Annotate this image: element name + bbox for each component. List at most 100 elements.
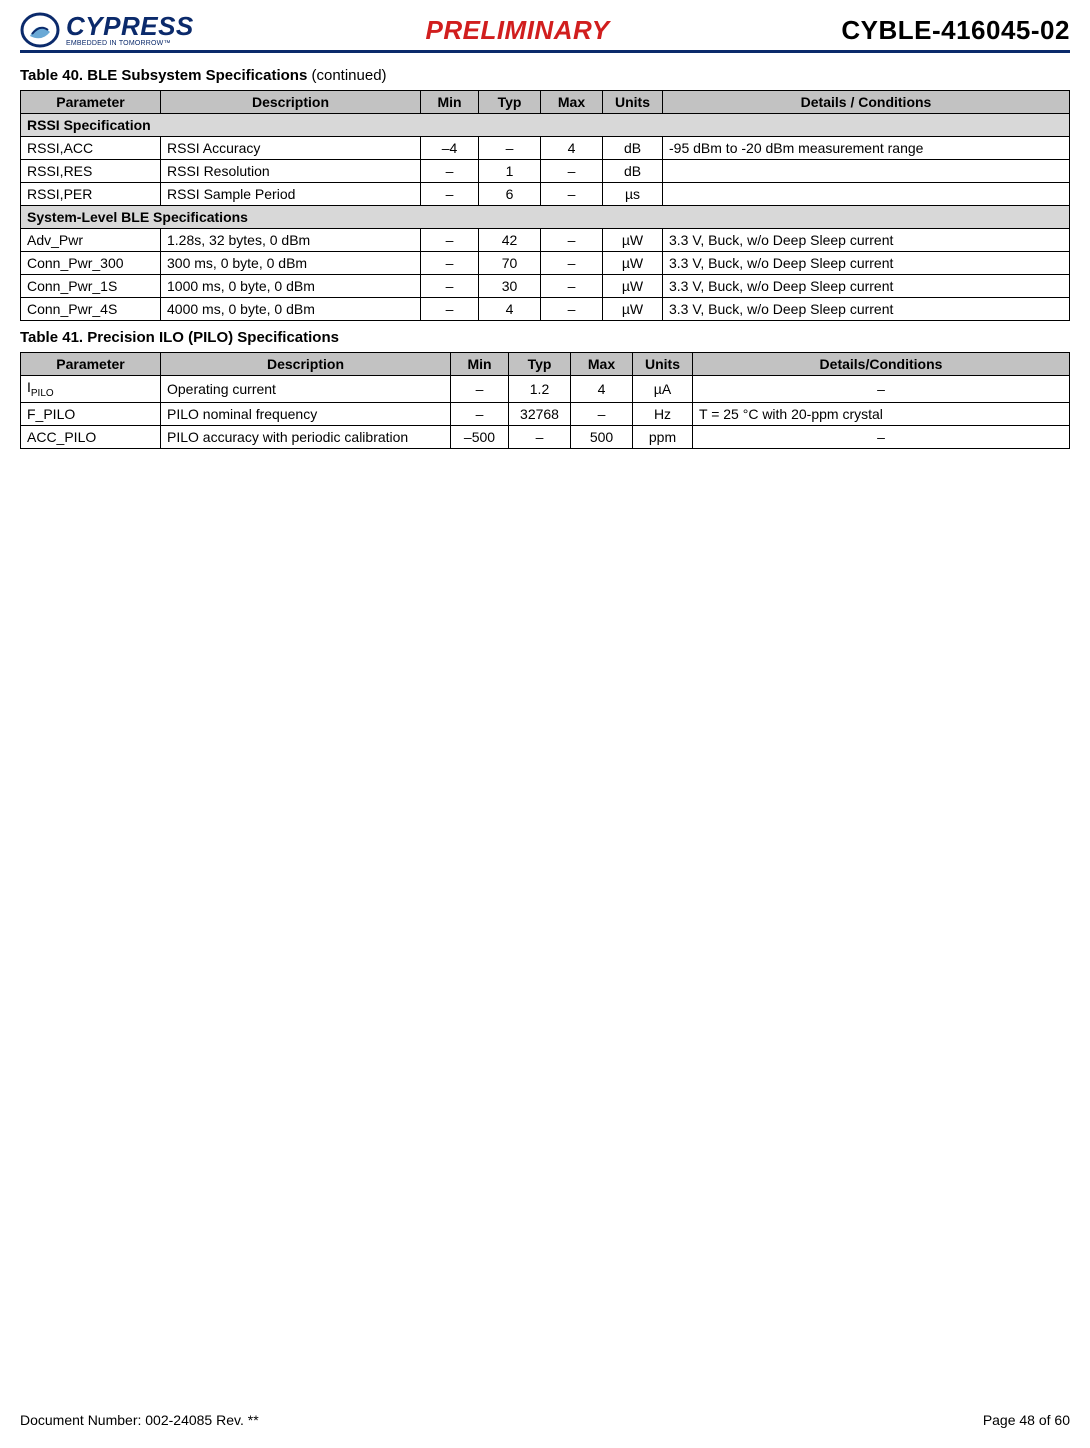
cell-details: –	[693, 376, 1070, 403]
cell-description: 1000 ms, 0 byte, 0 dBm	[161, 275, 421, 298]
col-details: Details / Conditions	[663, 91, 1070, 114]
cell-max: –	[541, 275, 603, 298]
cell-units: ppm	[633, 425, 693, 448]
cell-max: –	[541, 229, 603, 252]
cell-min: –	[451, 402, 509, 425]
cell-description: 1.28s, 32 bytes, 0 dBm	[161, 229, 421, 252]
cell-min: –	[421, 298, 479, 321]
col-min: Min	[421, 91, 479, 114]
table-row: Conn_Pwr_4S4000 ms, 0 byte, 0 dBm–4–µW3.…	[21, 298, 1070, 321]
cell-min: –	[421, 229, 479, 252]
section-row: RSSI Specification	[21, 114, 1070, 137]
cell-details: 3.3 V, Buck, w/o Deep Sleep current	[663, 275, 1070, 298]
cell-units: dB	[603, 160, 663, 183]
col-description: Description	[161, 91, 421, 114]
table-row: ACC_PILOPILO accuracy with periodic cali…	[21, 425, 1070, 448]
col-parameter: Parameter	[21, 353, 161, 376]
cell-typ: 1.2	[509, 376, 571, 403]
part-number: CYBLE-416045-02	[841, 15, 1070, 46]
cell-parameter: Conn_Pwr_4S	[21, 298, 161, 321]
cell-parameter: Conn_Pwr_1S	[21, 275, 161, 298]
cell-typ: 42	[479, 229, 541, 252]
cell-details	[663, 160, 1070, 183]
cell-typ: 6	[479, 183, 541, 206]
cell-description: RSSI Sample Period	[161, 183, 421, 206]
table-row: RSSI,PERRSSI Sample Period–6–µs	[21, 183, 1070, 206]
cell-description: 300 ms, 0 byte, 0 dBm	[161, 252, 421, 275]
cell-parameter: ACC_PILO	[21, 425, 161, 448]
cell-min: –	[421, 183, 479, 206]
cell-description: 4000 ms, 0 byte, 0 dBm	[161, 298, 421, 321]
cell-details: 3.3 V, Buck, w/o Deep Sleep current	[663, 252, 1070, 275]
cell-min: –	[421, 252, 479, 275]
logo-sub-text: EMBEDDED IN TOMORROW™	[66, 40, 194, 47]
cell-typ: –	[509, 425, 571, 448]
table40-caption: Table 40. BLE Subsystem Specifications (…	[20, 67, 1070, 84]
section-title: RSSI Specification	[21, 114, 1070, 137]
table-row: IPILOOperating current–1.24µA–	[21, 376, 1070, 403]
cell-max: 500	[571, 425, 633, 448]
cell-typ: 1	[479, 160, 541, 183]
cell-max: –	[541, 183, 603, 206]
col-description: Description	[161, 353, 451, 376]
cell-parameter: RSSI,ACC	[21, 137, 161, 160]
logo: CYPRESS EMBEDDED IN TOMORROW™	[20, 12, 194, 48]
cell-parameter: RSSI,RES	[21, 160, 161, 183]
cell-parameter: F_PILO	[21, 402, 161, 425]
cell-description: PILO nominal frequency	[161, 402, 451, 425]
cell-min: –500	[451, 425, 509, 448]
cell-parameter: Adv_Pwr	[21, 229, 161, 252]
cell-units: µs	[603, 183, 663, 206]
table40-header-row: Parameter Description Min Typ Max Units …	[21, 91, 1070, 114]
table-row: Conn_Pwr_1S1000 ms, 0 byte, 0 dBm–30–µW3…	[21, 275, 1070, 298]
cell-details: 3.3 V, Buck, w/o Deep Sleep current	[663, 298, 1070, 321]
cell-units: µW	[603, 298, 663, 321]
cell-typ: 70	[479, 252, 541, 275]
cell-units: µA	[633, 376, 693, 403]
col-min: Min	[451, 353, 509, 376]
document-number: Document Number: 002-24085 Rev. **	[20, 1412, 259, 1428]
cell-typ: 30	[479, 275, 541, 298]
cell-details: 3.3 V, Buck, w/o Deep Sleep current	[663, 229, 1070, 252]
table41-header-row: Parameter Description Min Typ Max Units …	[21, 353, 1070, 376]
col-details: Details/Conditions	[693, 353, 1070, 376]
table-row: Conn_Pwr_300300 ms, 0 byte, 0 dBm–70–µW3…	[21, 252, 1070, 275]
table40: Parameter Description Min Typ Max Units …	[20, 90, 1070, 321]
col-units: Units	[603, 91, 663, 114]
cell-details: –	[693, 425, 1070, 448]
cell-parameter: IPILO	[21, 376, 161, 403]
cell-typ: 4	[479, 298, 541, 321]
cell-units: µW	[603, 229, 663, 252]
cell-units: µW	[603, 252, 663, 275]
cell-min: –	[421, 275, 479, 298]
col-typ: Typ	[479, 91, 541, 114]
cell-details	[663, 183, 1070, 206]
col-max: Max	[571, 353, 633, 376]
cell-min: –	[451, 376, 509, 403]
cell-parameter: Conn_Pwr_300	[21, 252, 161, 275]
cell-typ: –	[479, 137, 541, 160]
cell-max: –	[571, 402, 633, 425]
cell-description: RSSI Resolution	[161, 160, 421, 183]
section-row: System-Level BLE Specifications	[21, 206, 1070, 229]
cell-parameter: RSSI,PER	[21, 183, 161, 206]
cypress-logo-icon	[20, 12, 60, 48]
table-row: Adv_Pwr1.28s, 32 bytes, 0 dBm–42–µW3.3 V…	[21, 229, 1070, 252]
cell-max: 4	[571, 376, 633, 403]
page-header: CYPRESS EMBEDDED IN TOMORROW™ PRELIMINAR…	[20, 12, 1070, 48]
cell-typ: 32768	[509, 402, 571, 425]
cell-description: PILO accuracy with periodic calibration	[161, 425, 451, 448]
cell-units: µW	[603, 275, 663, 298]
section-title: System-Level BLE Specifications	[21, 206, 1070, 229]
cell-details: -95 dBm to -20 dBm measurement range	[663, 137, 1070, 160]
col-units: Units	[633, 353, 693, 376]
page-footer: Document Number: 002-24085 Rev. ** Page …	[20, 1412, 1070, 1428]
cell-max: 4	[541, 137, 603, 160]
cell-min: –	[421, 160, 479, 183]
col-typ: Typ	[509, 353, 571, 376]
cell-description: RSSI Accuracy	[161, 137, 421, 160]
logo-main-text: CYPRESS	[66, 13, 194, 39]
col-max: Max	[541, 91, 603, 114]
cell-max: –	[541, 298, 603, 321]
preliminary-label: PRELIMINARY	[425, 15, 609, 46]
